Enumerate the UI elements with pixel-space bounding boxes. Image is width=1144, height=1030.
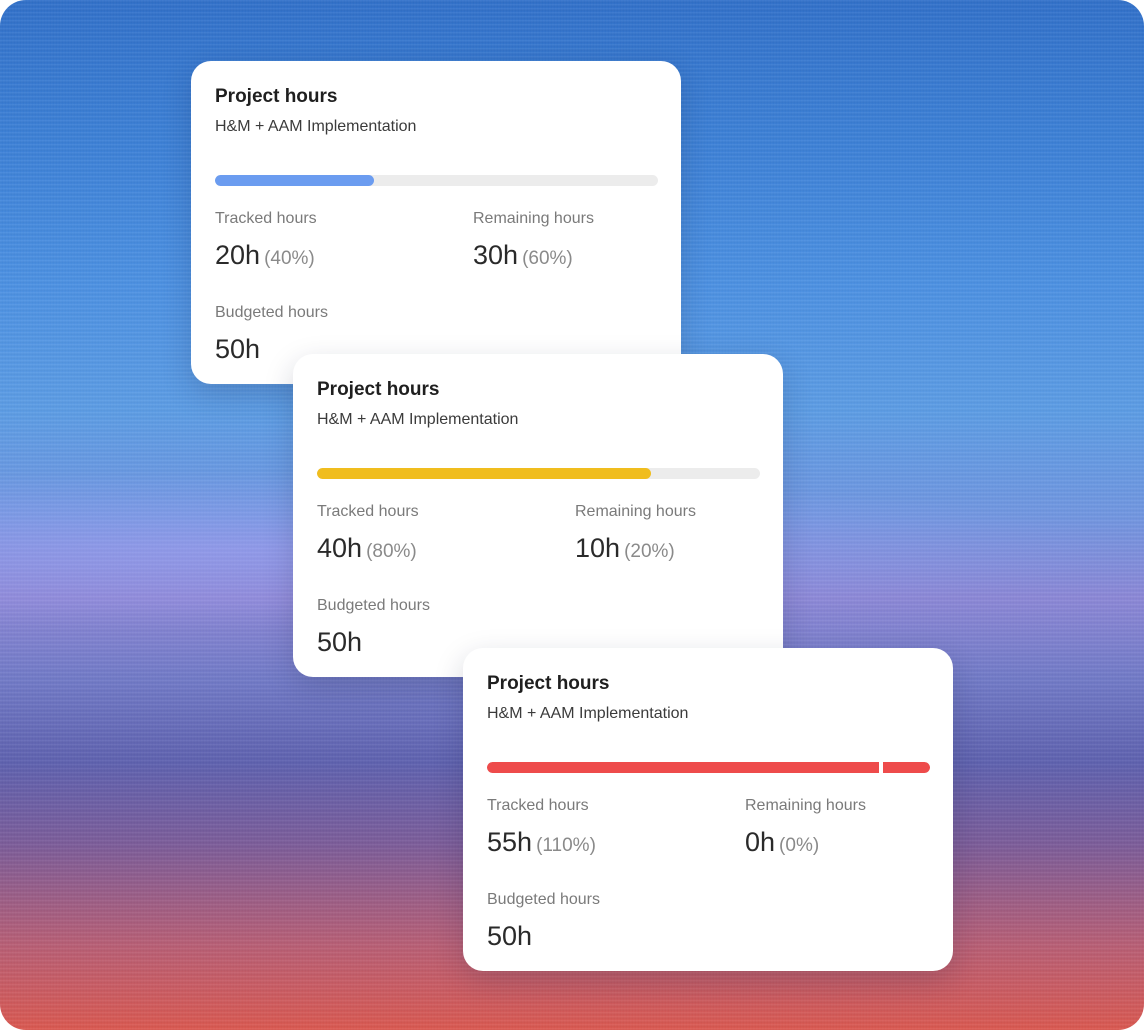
remaining-hours-value: 30h <box>473 240 519 270</box>
tracked-hours-percent: (80%) <box>366 541 417 562</box>
budgeted-hours-stat: Budgeted hours 50h <box>317 596 575 658</box>
remaining-hours-percent: (20%) <box>624 541 675 562</box>
budgeted-hours-label: Budgeted hours <box>215 304 328 321</box>
budgeted-hours-label: Budgeted hours <box>487 891 600 908</box>
tracked-hours-stat: Tracked hours 20h (40%) <box>215 209 473 275</box>
tracked-hours-value: 20h <box>215 240 261 270</box>
project-hours-card-3: Project hours H&M + AAM Implementation T… <box>463 648 953 971</box>
progress-bar-fill <box>215 175 375 186</box>
remaining-hours-value: 0h <box>745 827 776 857</box>
remaining-hours-value: 10h <box>575 533 621 563</box>
progress-bar <box>487 762 930 773</box>
tracked-hours-value-row: 20h (40%) <box>215 239 473 275</box>
tracked-hours-stat: Tracked hours 55h (110%) <box>487 796 745 862</box>
tracked-hours-percent: (110%) <box>536 835 596 856</box>
tracked-hours-percent: (40%) <box>264 248 315 269</box>
card-subtitle: H&M + AAM Implementation <box>487 705 689 722</box>
budgeted-hours-stat: Budgeted hours 50h <box>215 303 473 365</box>
budgeted-hours-value: 50h <box>215 334 261 364</box>
card-subtitle: H&M + AAM Implementation <box>215 118 417 135</box>
stats-grid: Tracked hours 40h (80%) Remaining hours 1… <box>317 502 759 658</box>
project-hours-card-2: Project hours H&M + AAM Implementation T… <box>293 354 783 677</box>
card-title: Project hours <box>487 673 610 694</box>
remaining-hours-stat: Remaining hours 0h (0%) <box>745 796 929 862</box>
tracked-hours-value-row: 40h (80%) <box>317 532 575 568</box>
stats-grid: Tracked hours 55h (110%) Remaining hours … <box>487 796 929 952</box>
tracked-hours-value-row: 55h (110%) <box>487 826 745 862</box>
card-title: Project hours <box>215 86 338 107</box>
tracked-hours-label: Tracked hours <box>215 210 317 227</box>
remaining-hours-value-row: 0h (0%) <box>745 826 929 862</box>
card-title: Project hours <box>317 379 440 400</box>
progress-bar-fill <box>487 762 930 773</box>
remaining-hours-percent: (0%) <box>779 835 820 856</box>
tracked-hours-value: 40h <box>317 533 363 563</box>
progress-bar-fill <box>317 468 652 479</box>
remaining-hours-value-row: 30h (60%) <box>473 239 657 275</box>
budgeted-hours-stat: Budgeted hours 50h <box>487 890 745 952</box>
tracked-hours-stat: Tracked hours 40h (80%) <box>317 502 575 568</box>
remaining-hours-label: Remaining hours <box>575 503 696 520</box>
card-subtitle: H&M + AAM Implementation <box>317 411 519 428</box>
remaining-hours-stat: Remaining hours 10h (20%) <box>575 502 759 568</box>
over-budget-marker <box>879 762 884 773</box>
progress-bar <box>317 468 760 479</box>
remaining-hours-percent: (60%) <box>522 248 573 269</box>
remaining-hours-value-row: 10h (20%) <box>575 532 759 568</box>
remaining-hours-label: Remaining hours <box>745 797 866 814</box>
tracked-hours-label: Tracked hours <box>487 797 589 814</box>
budgeted-hours-label: Budgeted hours <box>317 597 430 614</box>
remaining-hours-label: Remaining hours <box>473 210 594 227</box>
progress-bar <box>215 175 658 186</box>
tracked-hours-value: 55h <box>487 827 533 857</box>
budgeted-hours-value: 50h <box>317 627 363 657</box>
tracked-hours-label: Tracked hours <box>317 503 419 520</box>
remaining-hours-stat: Remaining hours 30h (60%) <box>473 209 657 275</box>
project-hours-card-1: Project hours H&M + AAM Implementation T… <box>191 61 681 384</box>
budgeted-hours-value: 50h <box>487 921 533 951</box>
stats-grid: Tracked hours 20h (40%) Remaining hours 3… <box>215 209 657 365</box>
